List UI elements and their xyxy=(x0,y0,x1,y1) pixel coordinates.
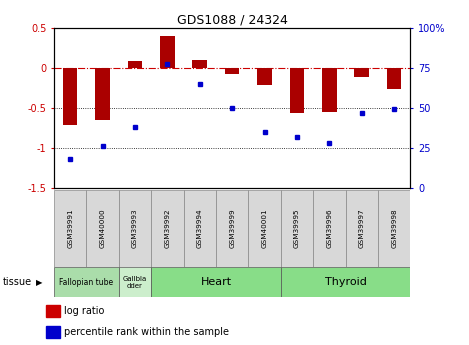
Bar xyxy=(54,190,86,267)
Bar xyxy=(46,326,60,338)
Bar xyxy=(387,68,401,89)
Bar xyxy=(54,267,119,297)
Bar xyxy=(225,68,240,74)
Bar xyxy=(119,190,151,267)
Bar xyxy=(290,68,304,114)
Bar xyxy=(151,267,281,297)
Text: GSM39995: GSM39995 xyxy=(294,209,300,248)
Text: Thyroid: Thyroid xyxy=(325,277,366,287)
Text: Gallbla
dder: Gallbla dder xyxy=(123,276,147,288)
Bar xyxy=(86,190,119,267)
Bar xyxy=(192,60,207,68)
Bar xyxy=(151,190,183,267)
Bar xyxy=(281,190,313,267)
Text: GSM40000: GSM40000 xyxy=(99,209,106,248)
Bar xyxy=(257,68,272,85)
Bar xyxy=(378,190,410,267)
Text: GSM39997: GSM39997 xyxy=(359,209,365,248)
Bar xyxy=(46,305,60,317)
Text: log ratio: log ratio xyxy=(64,306,105,316)
Bar xyxy=(281,267,410,297)
Text: GSM39994: GSM39994 xyxy=(197,209,203,248)
Bar xyxy=(95,68,110,120)
Text: Fallopian tube: Fallopian tube xyxy=(59,277,113,287)
Text: percentile rank within the sample: percentile rank within the sample xyxy=(64,327,229,337)
Bar xyxy=(216,190,249,267)
Bar xyxy=(119,267,151,297)
Text: GSM39999: GSM39999 xyxy=(229,209,235,248)
Bar xyxy=(160,36,174,68)
Text: GSM39992: GSM39992 xyxy=(164,209,170,248)
Text: ▶: ▶ xyxy=(36,277,42,287)
Bar xyxy=(346,190,378,267)
Bar xyxy=(128,61,142,68)
Bar xyxy=(322,68,337,112)
Bar xyxy=(313,190,346,267)
Bar xyxy=(355,68,369,77)
Text: GSM39998: GSM39998 xyxy=(391,209,397,248)
Text: GSM40001: GSM40001 xyxy=(262,209,267,248)
Title: GDS1088 / 24324: GDS1088 / 24324 xyxy=(177,13,287,27)
Text: GSM39993: GSM39993 xyxy=(132,209,138,248)
Bar xyxy=(249,190,281,267)
Text: GSM39996: GSM39996 xyxy=(326,209,333,248)
Text: GSM39991: GSM39991 xyxy=(67,209,73,248)
Bar xyxy=(183,190,216,267)
Text: Heart: Heart xyxy=(200,277,232,287)
Text: tissue: tissue xyxy=(2,277,31,287)
Bar xyxy=(63,68,77,126)
